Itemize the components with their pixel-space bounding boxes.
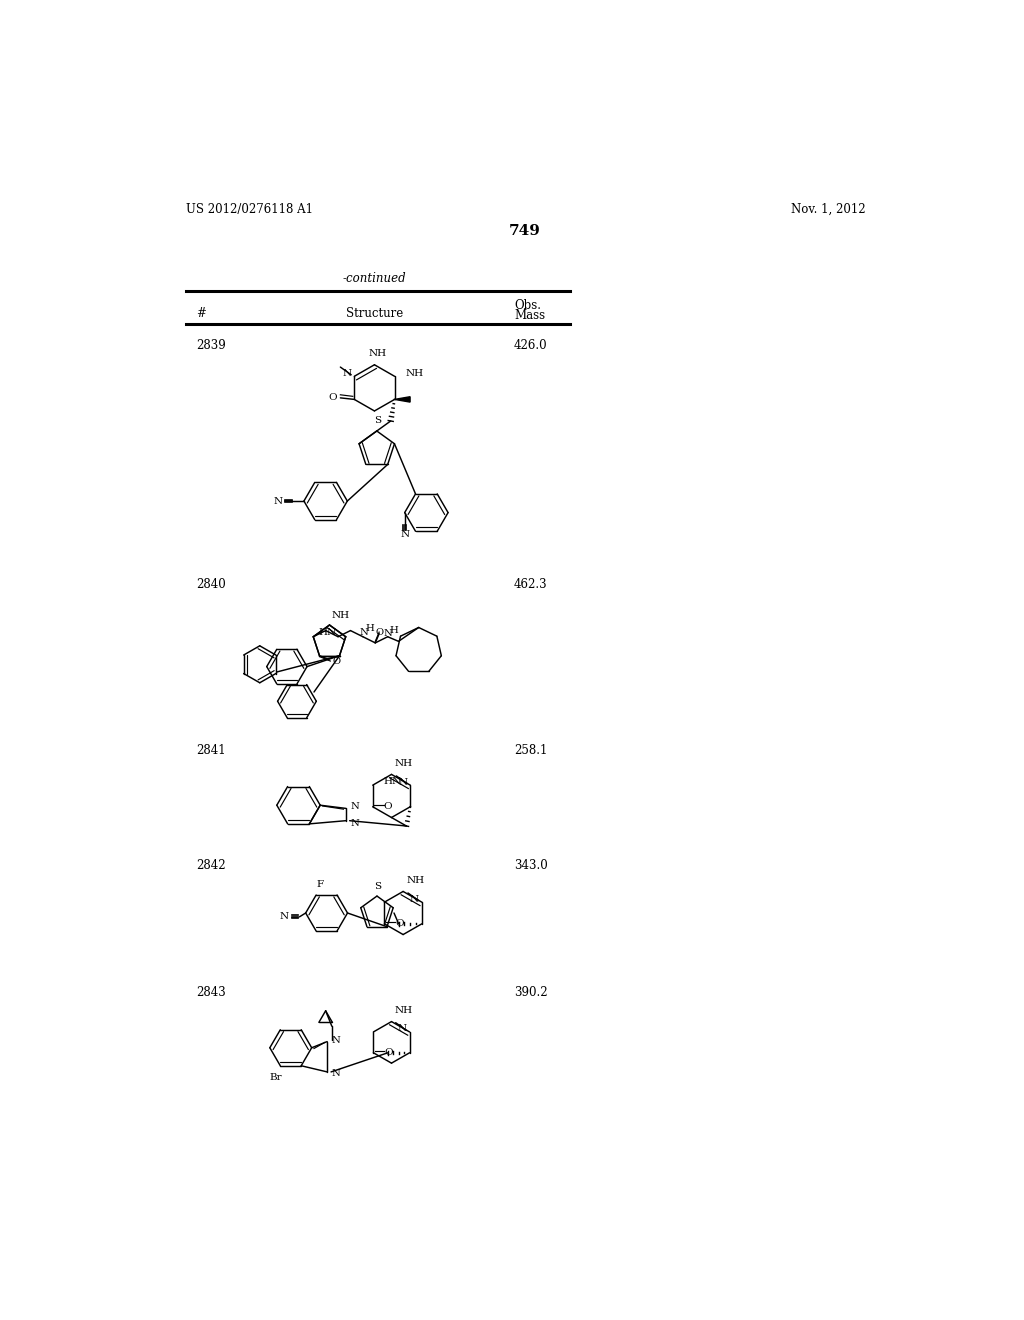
Text: Structure: Structure bbox=[346, 308, 403, 319]
Text: N: N bbox=[398, 777, 408, 787]
Text: N: N bbox=[410, 895, 419, 904]
Text: #: # bbox=[197, 308, 206, 319]
Text: -continued: -continued bbox=[343, 272, 407, 285]
Text: O: O bbox=[329, 393, 337, 403]
Text: 2841: 2841 bbox=[197, 743, 226, 756]
Text: N: N bbox=[342, 368, 351, 378]
Text: Br: Br bbox=[269, 1073, 282, 1082]
Text: O: O bbox=[384, 1048, 393, 1057]
Text: 2843: 2843 bbox=[197, 986, 226, 999]
Text: NH: NH bbox=[407, 876, 424, 886]
Text: H: H bbox=[366, 624, 374, 632]
Text: S: S bbox=[374, 882, 381, 891]
Text: Obs.: Obs. bbox=[514, 298, 541, 312]
Text: 2840: 2840 bbox=[197, 578, 226, 591]
Text: NH: NH bbox=[394, 759, 413, 768]
Text: 462.3: 462.3 bbox=[514, 578, 548, 591]
Text: N: N bbox=[400, 529, 410, 539]
Text: O: O bbox=[384, 803, 392, 812]
Text: 2839: 2839 bbox=[197, 339, 226, 352]
Text: NH: NH bbox=[369, 350, 387, 359]
Text: 343.0: 343.0 bbox=[514, 859, 548, 873]
Text: O: O bbox=[333, 656, 341, 665]
Text: NH: NH bbox=[406, 368, 424, 378]
Text: N: N bbox=[350, 801, 359, 810]
Text: N: N bbox=[280, 912, 289, 921]
Text: O: O bbox=[395, 919, 403, 928]
Text: NH: NH bbox=[394, 1006, 413, 1015]
Polygon shape bbox=[394, 397, 410, 403]
Text: N: N bbox=[359, 628, 368, 638]
Text: O: O bbox=[375, 627, 383, 636]
Text: H: H bbox=[389, 626, 398, 635]
Text: S: S bbox=[374, 417, 381, 425]
Text: US 2012/0276118 A1: US 2012/0276118 A1 bbox=[186, 203, 313, 216]
Text: 426.0: 426.0 bbox=[514, 339, 548, 352]
Text: 390.2: 390.2 bbox=[514, 986, 548, 999]
Text: N: N bbox=[397, 1024, 407, 1034]
Text: Mass: Mass bbox=[514, 309, 545, 322]
Text: 2842: 2842 bbox=[197, 859, 226, 873]
Text: N: N bbox=[273, 496, 283, 506]
Text: N: N bbox=[350, 818, 359, 828]
Text: N: N bbox=[332, 1036, 341, 1044]
Text: F: F bbox=[316, 880, 324, 888]
Text: N: N bbox=[383, 630, 392, 638]
Text: 749: 749 bbox=[509, 224, 541, 238]
Text: 258.1: 258.1 bbox=[514, 743, 547, 756]
Text: HN: HN bbox=[318, 628, 337, 638]
Text: N: N bbox=[332, 1069, 341, 1078]
Text: Nov. 1, 2012: Nov. 1, 2012 bbox=[792, 203, 866, 216]
Text: HN: HN bbox=[384, 777, 401, 785]
Text: NH: NH bbox=[332, 611, 350, 619]
